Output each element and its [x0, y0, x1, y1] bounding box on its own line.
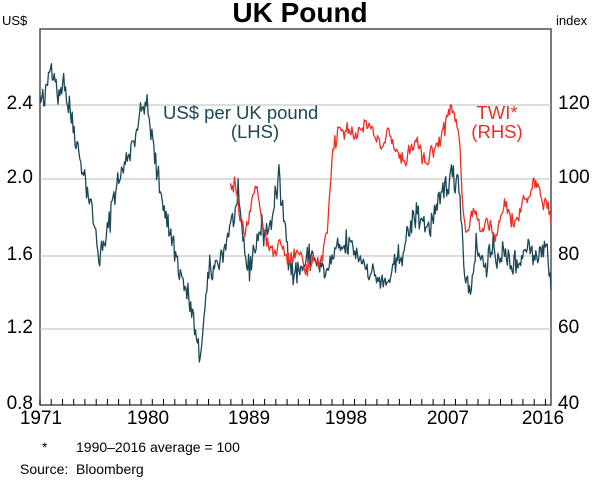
svg-text:Bloomberg: Bloomberg: [76, 461, 144, 477]
svg-text:60: 60: [558, 317, 579, 338]
svg-text:1.6: 1.6: [7, 244, 33, 265]
svg-text:index: index: [556, 13, 588, 28]
svg-text:2007: 2007: [427, 408, 469, 429]
svg-text:*: *: [42, 439, 48, 455]
svg-text:1989: 1989: [228, 408, 270, 429]
svg-text:2.4: 2.4: [7, 93, 34, 114]
svg-text:(RHS): (RHS): [471, 121, 522, 142]
svg-text:Source:: Source:: [20, 461, 68, 477]
svg-text:TWI*: TWI*: [476, 102, 517, 123]
svg-text:UK Pound: UK Pound: [232, 0, 367, 28]
svg-text:US$ per UK pound: US$ per UK pound: [163, 102, 318, 123]
svg-text:100: 100: [558, 167, 590, 188]
svg-text:2.0: 2.0: [7, 167, 33, 188]
svg-text:1990–2016 average = 100: 1990–2016 average = 100: [76, 439, 240, 455]
svg-text:80: 80: [558, 244, 579, 265]
svg-text:2016: 2016: [522, 408, 564, 429]
svg-text:1998: 1998: [325, 408, 367, 429]
svg-text:(LHS): (LHS): [231, 121, 279, 142]
svg-text:1.2: 1.2: [7, 317, 33, 338]
svg-text:1971: 1971: [20, 408, 62, 429]
svg-text:120: 120: [558, 93, 590, 114]
svg-text:US$: US$: [2, 13, 28, 28]
svg-text:1980: 1980: [127, 408, 169, 429]
